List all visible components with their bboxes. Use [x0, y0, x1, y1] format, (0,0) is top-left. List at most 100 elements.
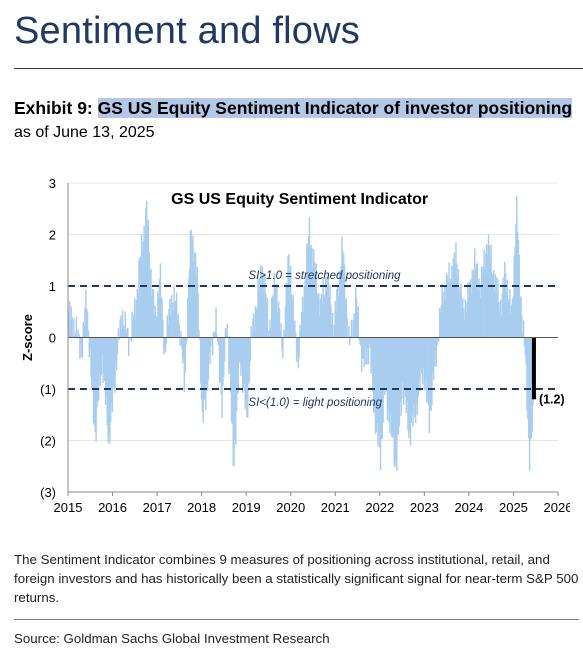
exhibit-label: Exhibit 9:	[14, 98, 93, 118]
data-bar	[323, 294, 325, 338]
data-bar	[165, 337, 168, 345]
data-bar	[255, 309, 258, 338]
data-bar	[180, 330, 182, 338]
y-tick-label: 2	[49, 228, 56, 243]
data-bar	[366, 337, 368, 365]
data-bar	[367, 337, 370, 365]
data-bar	[477, 290, 479, 338]
data-bar	[134, 318, 137, 338]
data-bar	[495, 277, 497, 338]
data-bar	[101, 337, 103, 355]
data-bar	[144, 236, 146, 338]
data-bar	[467, 282, 469, 338]
data-bar	[500, 316, 503, 338]
data-bar	[87, 330, 90, 338]
data-bar	[334, 300, 336, 338]
data-bar	[516, 231, 519, 338]
data-bar	[505, 291, 508, 338]
data-bar	[157, 297, 160, 338]
data-bar	[400, 337, 402, 416]
data-bar	[79, 337, 82, 345]
data-bar	[98, 337, 101, 374]
data-bar	[333, 324, 336, 338]
data-bar	[223, 337, 226, 361]
data-bar	[395, 337, 397, 467]
data-bar	[492, 274, 494, 338]
data-bar	[164, 337, 167, 353]
data-bar	[411, 337, 413, 415]
data-bar	[416, 337, 419, 415]
data-bar	[302, 310, 305, 338]
data-bar	[183, 337, 186, 392]
data-bar	[207, 337, 210, 381]
data-bar	[260, 285, 263, 338]
data-bar	[375, 337, 377, 433]
data-bar	[463, 320, 466, 338]
data-bar	[496, 293, 498, 338]
data-bar	[492, 269, 495, 338]
data-bar	[262, 274, 264, 338]
data-bar	[336, 288, 338, 338]
data-bar	[82, 321, 85, 338]
data-bar	[314, 273, 317, 338]
data-bar	[170, 295, 173, 338]
data-bar	[378, 337, 380, 436]
threshold-label: SI<(1.0) = light positioning	[248, 397, 382, 409]
data-bar	[106, 337, 109, 426]
data-bar	[209, 337, 211, 365]
data-bar	[117, 328, 120, 338]
data-bar	[126, 328, 128, 338]
data-bar	[224, 327, 227, 338]
data-bar	[85, 308, 88, 338]
data-bar	[528, 337, 530, 439]
data-bar	[153, 314, 156, 338]
data-bar	[345, 298, 348, 338]
data-bar	[420, 337, 422, 370]
data-bar	[365, 337, 367, 365]
data-bar	[205, 337, 208, 385]
data-bar	[401, 337, 403, 399]
x-tick-label: 2024	[454, 500, 483, 515]
data-bar	[121, 328, 123, 338]
data-bar	[486, 244, 488, 338]
data-bar	[479, 286, 481, 338]
data-bar	[321, 301, 324, 338]
data-bar	[421, 337, 424, 385]
data-bar	[271, 297, 273, 338]
data-bar	[213, 332, 216, 338]
data-bar	[379, 337, 382, 470]
data-bar	[414, 337, 417, 423]
data-bar	[99, 337, 102, 387]
data-bar	[133, 298, 136, 338]
data-bar	[243, 337, 246, 384]
data-bar	[147, 220, 150, 338]
data-bar	[462, 298, 464, 338]
data-bar	[182, 337, 185, 358]
data-bar	[520, 296, 522, 338]
data-bar	[318, 316, 321, 338]
data-bar	[456, 263, 458, 338]
data-bar	[423, 337, 425, 389]
data-bar	[511, 299, 514, 338]
data-bar	[342, 254, 345, 338]
data-bar	[175, 292, 178, 338]
data-bar	[331, 312, 334, 338]
data-bar	[68, 301, 71, 338]
data-bar	[283, 329, 285, 338]
data-bar	[118, 337, 120, 340]
x-tick-label: 2016	[98, 500, 127, 515]
data-bar	[464, 299, 467, 338]
data-bar	[265, 293, 267, 338]
data-bar	[210, 337, 212, 347]
data-bar	[318, 292, 320, 338]
data-bar	[157, 291, 159, 338]
data-bar	[329, 285, 331, 338]
data-bar	[390, 337, 392, 416]
data-bar	[161, 298, 163, 338]
data-bar	[471, 269, 473, 338]
data-bar	[89, 337, 91, 349]
data-bar	[104, 337, 107, 405]
data-bar	[449, 282, 451, 338]
data-bar	[425, 337, 427, 378]
data-bar	[279, 331, 282, 338]
